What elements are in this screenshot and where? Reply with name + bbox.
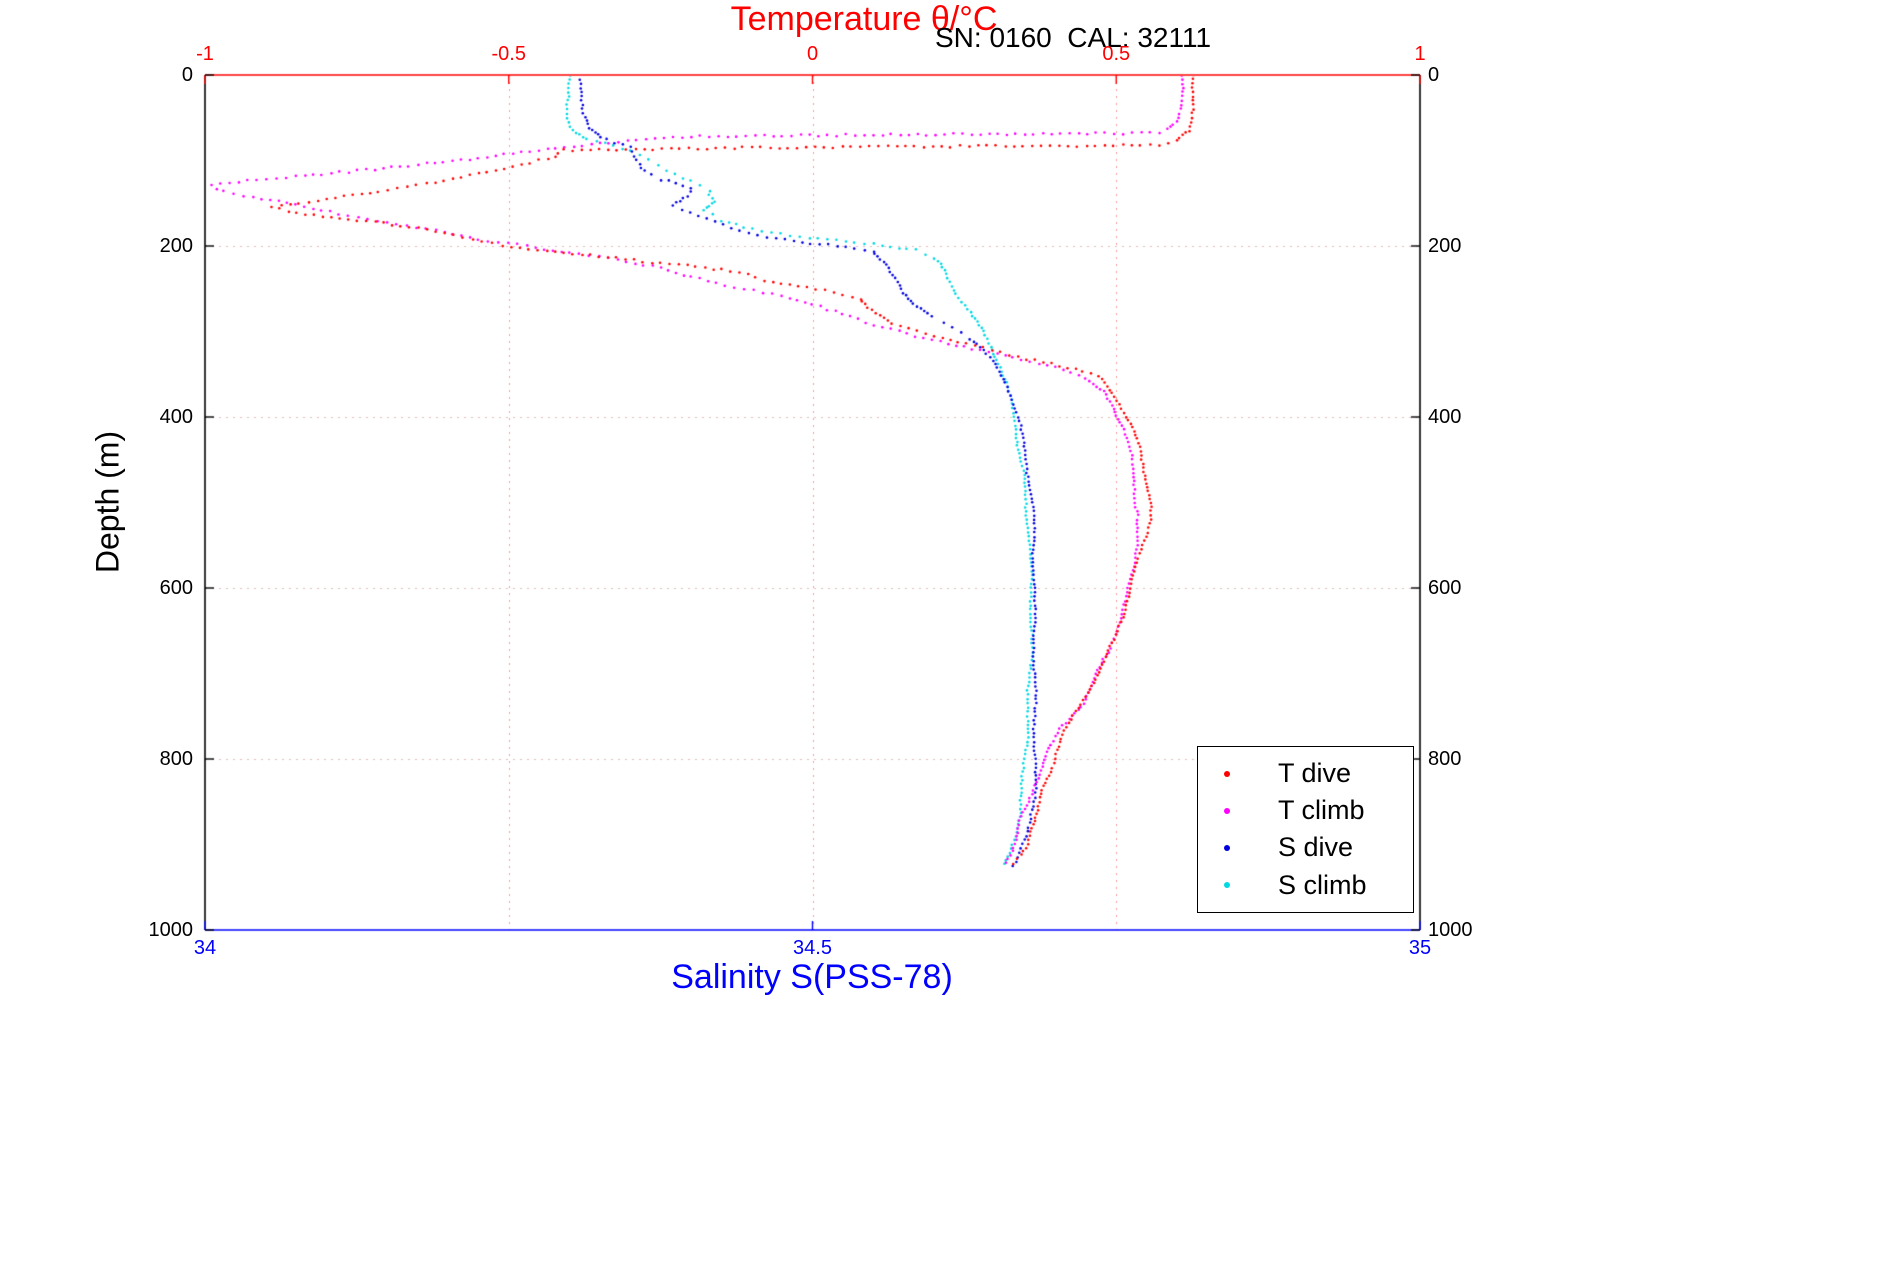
legend-item: S dive [1198, 833, 1413, 863]
depth-tick-label-left: 600 [159, 577, 193, 599]
depth-tick-label-right: 0 [1428, 64, 1440, 86]
depth-tick-label-right: 400 [1428, 406, 1462, 428]
legend: T dive T climb S dive S climb [1197, 746, 1414, 913]
calibration-annotation: SN: 0160 CAL: 32111 [935, 22, 1212, 53]
temperature-tick-label: 1 [1414, 43, 1426, 65]
legend-marker-dot [1224, 770, 1230, 777]
legend-item: S climb [1198, 869, 1413, 901]
temperature-tick-label: -0.5 [491, 43, 526, 65]
temperature-tick-label: 0.5 [1102, 43, 1131, 65]
salinity-tick-label: 34 [193, 937, 217, 959]
depth-tick-label-right: 1000 [1428, 919, 1473, 941]
depth-tick-label-right: 800 [1428, 748, 1462, 770]
depth-tick-label-left: 200 [159, 235, 193, 257]
salinity-tick-label: 35 [1408, 937, 1432, 959]
legend-item: T dive [1198, 757, 1413, 789]
legend-marker-dot [1224, 845, 1230, 852]
chart-title: Temperature θ/°C [730, 0, 998, 38]
depth-tick-label-right: 600 [1428, 577, 1462, 599]
temperature-tick-label: 0 [806, 43, 819, 65]
depth-tick-label-left: 1000 [148, 919, 194, 941]
legend-label: T dive [1278, 757, 1352, 788]
legend-item: T climb [1198, 795, 1413, 826]
depth-tick-label-left: 800 [159, 748, 193, 770]
depth-tick-label-right: 200 [1428, 235, 1462, 257]
salinity-tick-label: 34.5 [793, 937, 832, 959]
legend-label: T climb [1278, 795, 1365, 826]
temperature-tick-label: -1 [196, 43, 214, 65]
legend-label: S dive [1278, 832, 1354, 863]
depth-axis-label: Depth (m) [89, 430, 126, 574]
legend-marker-dot [1224, 882, 1230, 889]
legend-label: S climb [1278, 869, 1367, 900]
legend-marker-dot [1224, 807, 1230, 814]
depth-tick-label-left: 0 [181, 64, 193, 86]
depth-tick-label-left: 400 [159, 406, 193, 428]
salinity-axis-label: Salinity S(PSS-78) [671, 958, 953, 996]
